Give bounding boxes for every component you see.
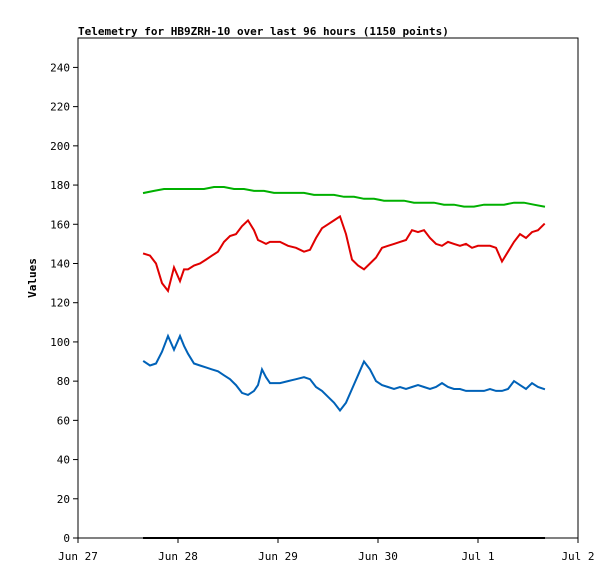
y-tick-label: 200 bbox=[50, 140, 70, 153]
y-tick-label: 40 bbox=[57, 454, 70, 467]
y-tick-label: 100 bbox=[50, 336, 70, 349]
y-tick-label: 180 bbox=[50, 179, 70, 192]
x-tick-label: Jun 29 bbox=[258, 550, 298, 563]
y-tick-label: 220 bbox=[50, 101, 70, 114]
series-lines bbox=[142, 186, 546, 539]
plot-area bbox=[77, 37, 579, 539]
y-tick-label: 0 bbox=[63, 532, 70, 545]
y-axis: 0 20 40 60 80 100 120 140 160 180 200 220 240 bbox=[50, 61, 78, 545]
x-tick-label: Jul 2 bbox=[561, 550, 594, 563]
x-tick-label: Jun 30 bbox=[358, 550, 398, 563]
x-axis: Jun 27 Jun 28 Jun 29 Jun 30 Jul 1 Jul 2 bbox=[58, 538, 595, 563]
y-tick-label: 120 bbox=[50, 297, 70, 310]
y-tick-label: 60 bbox=[57, 414, 70, 427]
y-tick-label: 80 bbox=[57, 375, 70, 388]
y-tick-label: 140 bbox=[50, 257, 70, 270]
x-tick-label: Jul 1 bbox=[461, 550, 494, 563]
series-line-1 bbox=[142, 214, 546, 294]
y-tick-label: 20 bbox=[57, 493, 70, 506]
y-axis-title: Values bbox=[26, 258, 39, 298]
x-tick-label: Jun 28 bbox=[158, 550, 198, 563]
series-line-0 bbox=[142, 186, 546, 208]
chart-title: Telemetry for HB9ZRH-10 over last 96 hou… bbox=[78, 25, 449, 38]
x-tick-label: Jun 27 bbox=[58, 550, 98, 563]
y-tick-label: 160 bbox=[50, 218, 70, 231]
y-tick-label: 240 bbox=[50, 61, 70, 74]
series-line-2 bbox=[142, 333, 546, 413]
